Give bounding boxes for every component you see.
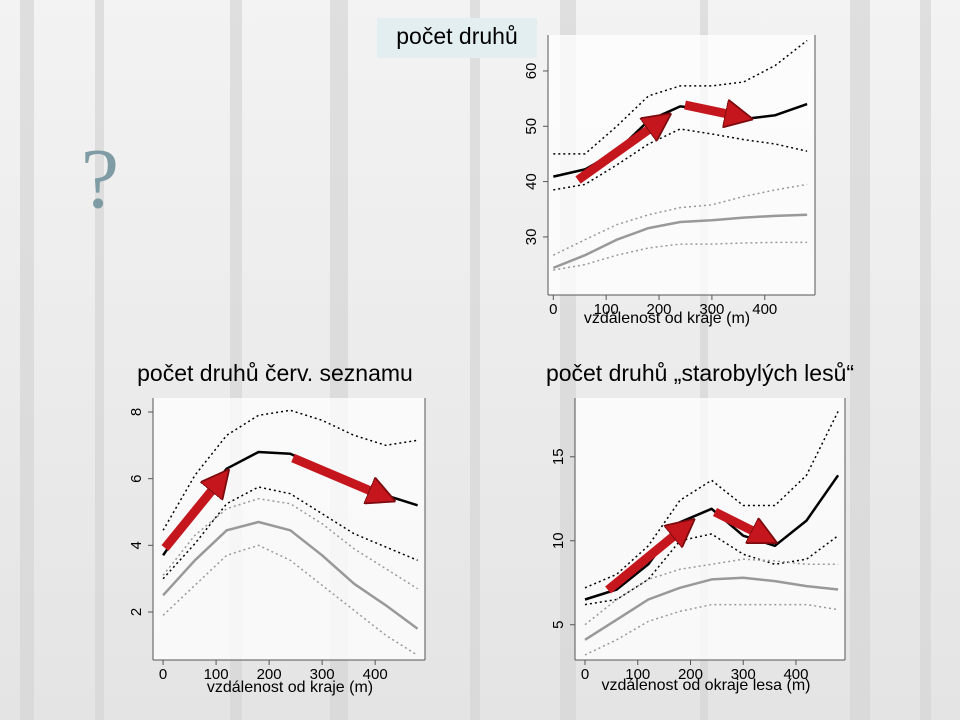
confidence-line: [162, 497, 418, 590]
x-tick-label: 300: [731, 666, 756, 683]
confidence-line: [584, 411, 839, 589]
arrows: [161, 105, 767, 594]
confidence-line: [553, 39, 808, 155]
y-tick-label: 6: [128, 474, 145, 482]
confidence-line: [162, 486, 418, 580]
y-tick-label: 10: [550, 532, 567, 549]
confidence-line: [584, 533, 839, 606]
y-tick-label: 30: [523, 229, 540, 246]
x-axis-label: vzdálenost od kraje (m): [584, 310, 750, 327]
x-tick-label: 0: [549, 301, 557, 318]
x-tick-label: 200: [257, 666, 282, 683]
chart-title: počet druhů červ. seznamu: [137, 360, 413, 386]
x-tick-label: 100: [625, 666, 650, 683]
chart-title: počet druhů „starobylých lesů“: [546, 360, 854, 386]
y-tick-label: 15: [550, 448, 567, 465]
confidence-line: [584, 603, 839, 656]
mean-line: [584, 474, 840, 601]
y-tick-label: 4: [128, 541, 145, 549]
x-axis-label: vzdálenost od kraje (m): [207, 679, 373, 696]
x-tick-label: 100: [594, 301, 619, 318]
x-tick-label: 300: [699, 301, 724, 318]
confidence-line: [162, 544, 418, 656]
mean-line: [162, 520, 419, 630]
x-tick-label: 0: [581, 666, 589, 683]
y-tick-label: 60: [523, 63, 540, 80]
x-tick-label: 100: [204, 666, 229, 683]
question-mark: ?: [81, 131, 119, 227]
chart-title: počet druhů: [396, 23, 517, 49]
y-tick-label: 40: [523, 173, 540, 190]
mean-line: [584, 576, 839, 641]
x-tick-label: 200: [678, 666, 703, 683]
y-tick-label: 5: [550, 621, 567, 629]
x-axis-label: vzdálenost od okraje lesa (m): [602, 677, 811, 694]
x-tick-label: 400: [752, 301, 777, 318]
y-tick-label: 50: [523, 118, 540, 135]
y-tick-label: 8: [128, 408, 145, 416]
confidence-line: [162, 409, 418, 531]
title-box: [377, 18, 537, 58]
confidence-line: [552, 183, 808, 256]
y-tick-label: 2: [128, 608, 145, 616]
x-tick-label: 300: [310, 666, 335, 683]
forest-backdrop: [20, 0, 931, 720]
x-tick-label: 0: [159, 666, 167, 683]
plot-area: [548, 35, 815, 295]
mean-line: [552, 213, 808, 270]
x-tick-label: 400: [363, 666, 388, 683]
x-tick-label: 200: [647, 301, 672, 318]
x-tick-label: 400: [783, 666, 808, 683]
